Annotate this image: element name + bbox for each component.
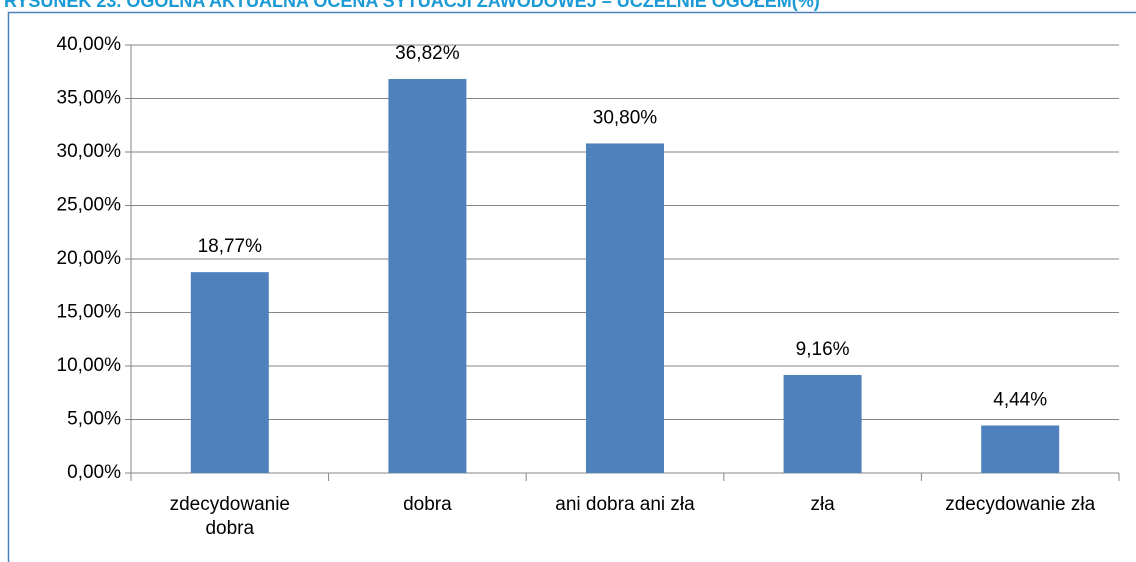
value-label: 4,44%: [993, 390, 1047, 411]
x-tick-label: zła: [810, 494, 835, 515]
y-tick-label: 15,00%: [57, 302, 122, 323]
value-label: 30,80%: [593, 107, 658, 128]
x-tick-label: zdecydowanie zła: [945, 494, 1096, 515]
y-tick-label: 5,00%: [67, 409, 121, 430]
y-tick-label: 20,00%: [57, 248, 122, 269]
y-tick-label: 25,00%: [57, 195, 122, 216]
x-tick-label: zdecydowanie dobra: [169, 494, 290, 539]
bar: [981, 425, 1060, 473]
value-label: 9,16%: [796, 339, 850, 360]
bar: [388, 79, 467, 473]
y-tick-label: 0,00%: [67, 462, 121, 483]
y-tick-label: 40,00%: [57, 34, 122, 55]
y-tick-label: 35,00%: [57, 88, 122, 109]
bar: [586, 143, 664, 473]
value-label: 36,82%: [395, 43, 460, 64]
y-tick-label: 10,00%: [57, 355, 122, 376]
bar: [783, 374, 862, 473]
chart-frame: [7, 11, 1136, 562]
x-tick-label: ani dobra ani zła: [555, 494, 695, 515]
bar: [190, 272, 269, 473]
y-tick-label: 30,00%: [57, 141, 122, 162]
value-label: 18,77%: [198, 236, 263, 257]
x-tick-label: dobra: [403, 494, 452, 515]
chart-title: RYSUNEK 23. OGÓLNA AKTUALNA OCENA SYTUAC…: [4, 0, 820, 11]
